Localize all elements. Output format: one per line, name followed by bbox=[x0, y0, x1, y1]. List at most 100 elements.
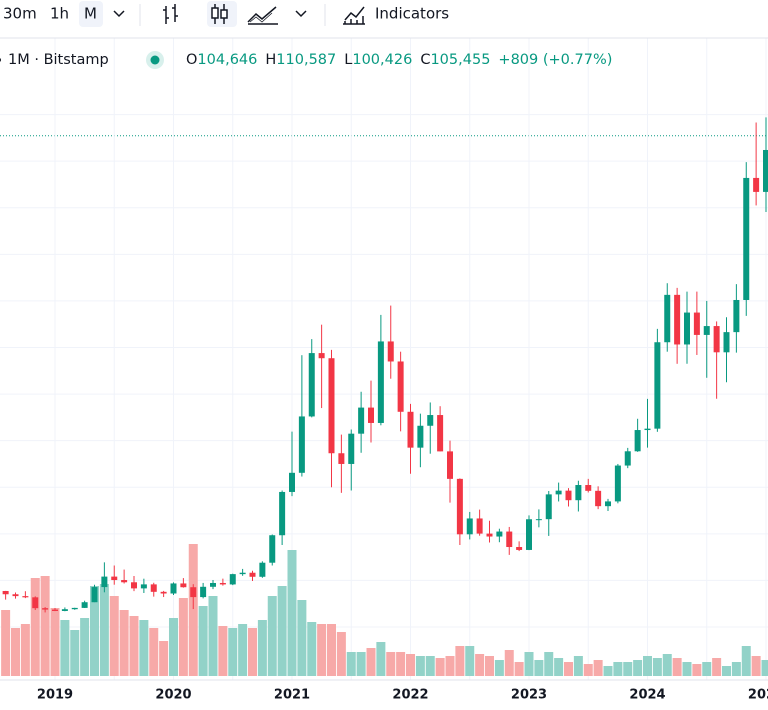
legend-field-value: 100,426 bbox=[352, 52, 412, 68]
x-tick-label: 2019 bbox=[37, 688, 73, 703]
volume-bar bbox=[583, 664, 593, 676]
volume-bar bbox=[593, 660, 603, 676]
volume-bar bbox=[129, 616, 139, 676]
candle-body bbox=[713, 326, 720, 353]
candle-body bbox=[160, 591, 167, 594]
volume-bar bbox=[60, 620, 70, 676]
indicators-button[interactable]: Indicators bbox=[375, 5, 449, 23]
volume-bar bbox=[415, 656, 425, 676]
volume-bar bbox=[722, 666, 731, 676]
volume-bar bbox=[761, 660, 768, 676]
symbol: 1M · Bitstamp bbox=[8, 52, 109, 68]
candle-body bbox=[535, 519, 542, 521]
candle-body bbox=[121, 580, 128, 583]
x-tick-label: 2025 bbox=[748, 688, 768, 703]
candle-body bbox=[140, 584, 147, 589]
volume-bar bbox=[178, 598, 188, 676]
volume-bar bbox=[573, 656, 583, 676]
legend-field-value: 105,455 bbox=[430, 52, 490, 68]
legend-field-label: C bbox=[420, 52, 430, 68]
volume-bar bbox=[504, 650, 514, 676]
candle-body bbox=[733, 299, 740, 333]
candle-body bbox=[32, 597, 39, 609]
volume-bar bbox=[741, 646, 751, 676]
volume-bar bbox=[455, 646, 465, 676]
candle-body bbox=[684, 312, 690, 345]
volume-bar bbox=[218, 626, 228, 676]
candle-body bbox=[644, 428, 651, 431]
candle-body bbox=[170, 583, 177, 594]
volume-bar bbox=[139, 620, 149, 676]
volume-bar bbox=[652, 658, 662, 676]
volume-bar bbox=[544, 652, 554, 676]
candle-body bbox=[614, 465, 621, 502]
candle-body bbox=[308, 353, 315, 417]
candle-body bbox=[239, 572, 246, 575]
candle-body bbox=[516, 547, 523, 550]
x-tick-label: 2024 bbox=[629, 688, 665, 703]
candle-body bbox=[703, 326, 710, 335]
candle-body bbox=[358, 407, 365, 434]
candle-body bbox=[368, 407, 374, 423]
volume-bar bbox=[396, 652, 406, 676]
volume-bar bbox=[257, 620, 267, 676]
candle-body bbox=[743, 177, 750, 300]
volume-bar bbox=[406, 654, 415, 676]
candle-body bbox=[210, 582, 216, 587]
grid bbox=[0, 38, 768, 680]
style-dropdown[interactable] bbox=[295, 10, 307, 18]
candle-body bbox=[22, 596, 29, 598]
volume-bar bbox=[633, 660, 643, 676]
candle-body bbox=[190, 587, 197, 598]
interval-active-bg bbox=[79, 1, 103, 27]
candle-body bbox=[427, 415, 434, 426]
candle-body bbox=[71, 607, 78, 610]
candle-body bbox=[338, 453, 345, 464]
candle-body bbox=[150, 584, 157, 592]
volume-bar bbox=[99, 584, 109, 676]
volume-bar bbox=[712, 658, 722, 676]
volume-bar bbox=[277, 586, 287, 676]
candle-body bbox=[131, 582, 137, 589]
volume-bar bbox=[336, 632, 346, 676]
volume-bar bbox=[267, 596, 277, 676]
volume-bar bbox=[751, 656, 761, 676]
candle-body bbox=[407, 411, 414, 448]
legend-field-label: O bbox=[186, 52, 197, 68]
candle-body bbox=[269, 535, 276, 563]
volume-bar bbox=[702, 662, 712, 676]
volume-bar bbox=[307, 622, 317, 676]
volume-bar bbox=[386, 652, 396, 676]
candle-body bbox=[91, 587, 98, 603]
candle-body bbox=[328, 358, 335, 454]
volume-bar bbox=[425, 656, 435, 676]
interval-30m[interactable]: 30m bbox=[3, 5, 37, 23]
bar-style-icon[interactable] bbox=[163, 4, 178, 24]
legend-field-value: 110,587 bbox=[276, 52, 336, 68]
candle-body bbox=[555, 490, 562, 495]
candle-body bbox=[42, 608, 49, 610]
indicators-icon[interactable] bbox=[343, 6, 365, 25]
volume-bar bbox=[159, 641, 169, 676]
x-tick-label: 2023 bbox=[511, 688, 547, 703]
interval-dropdown[interactable] bbox=[113, 10, 125, 18]
interval-month[interactable]: M bbox=[84, 5, 97, 23]
volume-pane bbox=[1, 544, 768, 676]
volume-bar bbox=[80, 618, 90, 676]
interval-1h[interactable]: 1h bbox=[50, 5, 69, 23]
candles bbox=[2, 117, 768, 613]
area-style-icon[interactable] bbox=[247, 6, 278, 25]
volume-bar bbox=[564, 662, 573, 676]
volume-bar bbox=[643, 656, 652, 676]
volume-bar bbox=[11, 628, 20, 676]
volume-bar bbox=[169, 618, 178, 676]
x-axis: 2019 2020 2021 2022 2023 2024 2025 bbox=[37, 688, 768, 703]
candle-style-icon[interactable] bbox=[211, 4, 228, 24]
volume-bar bbox=[346, 652, 356, 676]
volume-bar bbox=[297, 600, 307, 676]
legend: 1M · Bitstamp O 104,646 H 110,587 L 100,426 C 1… bbox=[0, 51, 612, 69]
candle-body bbox=[585, 485, 592, 491]
volume-bar bbox=[248, 628, 257, 676]
volume-bar bbox=[287, 550, 297, 676]
candle-body bbox=[654, 342, 661, 429]
